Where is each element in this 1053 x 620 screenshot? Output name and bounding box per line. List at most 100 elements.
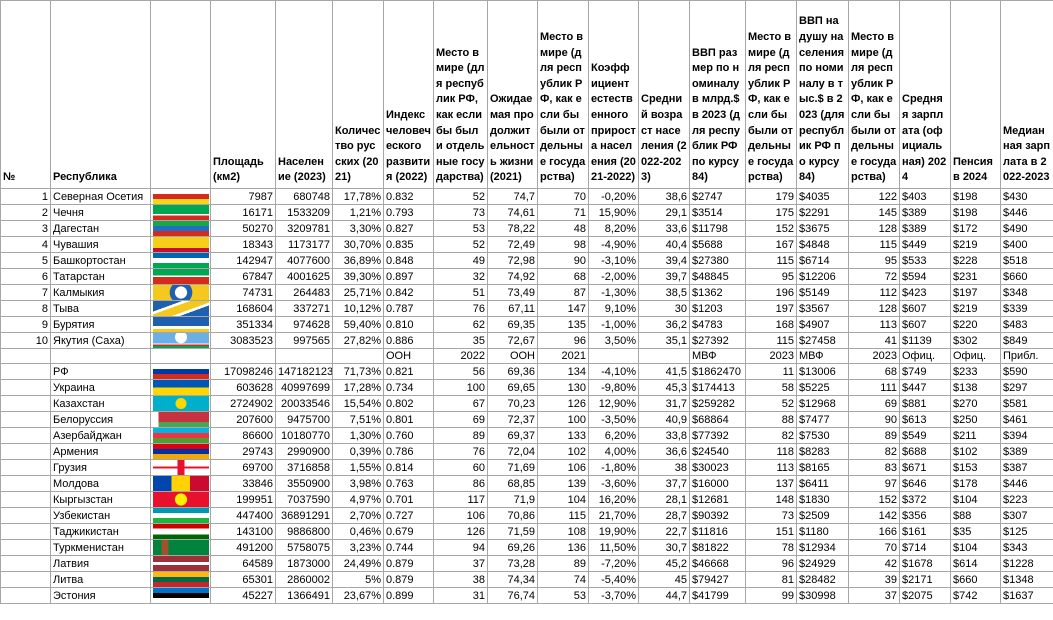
name: Тыва	[50, 300, 151, 317]
cell: 7987	[210, 188, 276, 205]
cell: 29743	[210, 443, 276, 460]
cell: $1228	[1000, 555, 1053, 572]
cell: 1,55%	[332, 459, 384, 476]
row-number: 6	[0, 268, 51, 285]
cell: -1,80%	[588, 459, 639, 476]
cell: 89	[848, 427, 900, 444]
cell: 17,28%	[332, 379, 384, 396]
cell: $613	[899, 411, 951, 428]
flag	[150, 443, 211, 460]
cell: 72,37	[487, 411, 538, 428]
cell: $581	[1000, 395, 1053, 412]
cell: $8165	[796, 459, 849, 476]
cell: 0.897	[383, 268, 434, 285]
cell: 139	[537, 475, 589, 492]
cell: 41,5	[638, 363, 690, 380]
cell: 82	[848, 443, 900, 460]
cell: $2075	[899, 587, 951, 604]
cell: 4,00%	[588, 443, 639, 460]
cell: 135	[537, 316, 589, 333]
cell: $302	[950, 332, 1001, 349]
cell: 70,23	[487, 395, 538, 412]
cell: $389	[899, 220, 951, 237]
column-header: Республика	[50, 0, 151, 189]
cell: 38	[433, 571, 488, 588]
row: РФ 17098246 147182123 71,73% 0.821 56 69,36 134…	[0, 363, 1053, 380]
cell: 71,9	[487, 491, 538, 508]
cell: $12206	[796, 268, 849, 285]
cell: $461	[1000, 411, 1053, 428]
cell: 40,4	[638, 236, 690, 253]
cell: $153	[950, 459, 1001, 476]
cell: 136	[537, 539, 589, 556]
cell: 72	[848, 268, 900, 285]
row-number	[0, 459, 51, 476]
cell: 10,12%	[332, 300, 384, 317]
cell: 69700	[210, 459, 276, 476]
row-number	[0, 411, 51, 428]
row-number	[0, 587, 51, 604]
cell: 3,30%	[332, 220, 384, 237]
cell: $6411	[796, 475, 849, 492]
cell: 36,2	[638, 316, 690, 333]
cell: $1348	[1000, 571, 1053, 588]
cell: 0,39%	[332, 443, 384, 460]
flag	[150, 252, 211, 269]
cell: 74	[537, 571, 589, 588]
cell: 78	[745, 539, 797, 556]
cell: 0.786	[383, 443, 434, 460]
cell: -2,00%	[588, 268, 639, 285]
row: Литва 65301 2860002 5% 0.879 38 74,34 74 -5,40% 4…	[0, 571, 1053, 588]
cell: $3567	[796, 300, 849, 317]
source-note: 2021	[537, 348, 589, 364]
column-header: №	[0, 0, 51, 189]
cell: $1830	[796, 491, 849, 508]
cell: $549	[899, 427, 951, 444]
cell: 0.787	[383, 300, 434, 317]
cell: $228	[950, 252, 1001, 269]
cell: 89	[537, 555, 589, 572]
cell: 5758075	[275, 539, 333, 556]
cell: 0.821	[383, 363, 434, 380]
cell: 108	[537, 523, 589, 540]
cell: 52	[433, 188, 488, 205]
cell: 36,6	[638, 443, 690, 460]
cell: $2509	[796, 507, 849, 524]
cell: 73,28	[487, 555, 538, 572]
name: Казахстан	[50, 395, 151, 412]
source-note: МВФ	[689, 348, 746, 364]
cell: 337271	[275, 300, 333, 317]
cell: 5%	[332, 571, 384, 588]
cell: 88	[745, 411, 797, 428]
cell: $749	[899, 363, 951, 380]
cell: 45,3	[638, 379, 690, 396]
cell	[638, 348, 690, 364]
cell: $490	[1000, 220, 1053, 237]
cell: 0.734	[383, 379, 434, 396]
source-note: МВФ	[796, 348, 849, 364]
cell: -3,70%	[588, 587, 639, 604]
flag	[150, 475, 211, 492]
cell: 1,30%	[332, 427, 384, 444]
flag-image	[152, 189, 209, 204]
row-number: 4	[0, 236, 51, 253]
row: Эстония 45227 1366491 23,67% 0.899 31 76,74 53-…	[0, 587, 1053, 604]
row: 5 Башкортостан 142947 4077600 36,89% 0.848 49 7…	[0, 252, 1053, 269]
flag	[150, 571, 211, 588]
flag-image	[152, 476, 209, 491]
row-number	[0, 395, 51, 412]
cell: 134	[537, 363, 589, 380]
cell: 20033546	[275, 395, 333, 412]
cell: 39,30%	[332, 268, 384, 285]
cell: 48	[537, 220, 589, 237]
cell: 23,67%	[332, 587, 384, 604]
cell: 76	[433, 443, 488, 460]
cell: $35	[950, 523, 1001, 540]
row: Белоруссия 207600 9475700 7,51% 0.801 69 72,37…	[0, 411, 1053, 428]
name: Дагестан	[50, 220, 151, 237]
cell: $211	[950, 427, 1001, 444]
cell: 997565	[275, 332, 333, 349]
flag	[150, 300, 211, 317]
cell: 113	[745, 459, 797, 476]
